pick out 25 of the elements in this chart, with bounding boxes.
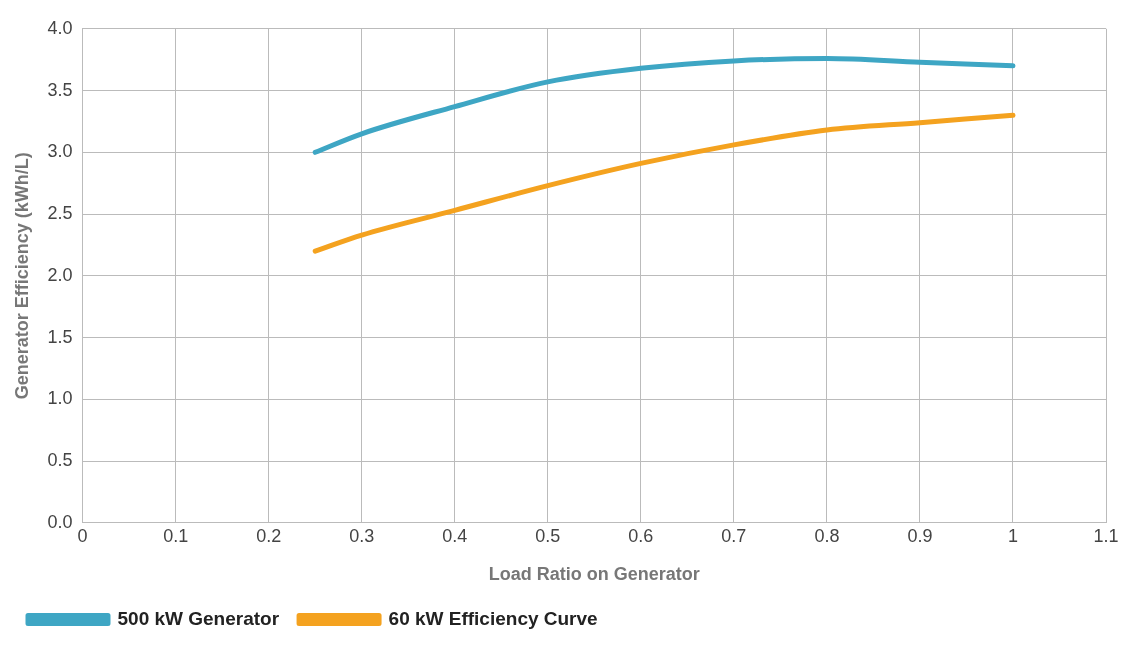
- x-axis-title: Load Ratio on Generator: [488, 564, 700, 585]
- x-tick-label: 0.1: [163, 525, 189, 546]
- y-tick-label: 0.5: [47, 450, 73, 471]
- x-tick-label: 0.3: [349, 525, 375, 546]
- legend-label: 500 kW Generator: [117, 607, 280, 629]
- x-tick-label: 0.9: [907, 525, 933, 546]
- y-tick-label: 0.0: [47, 511, 73, 532]
- x-tick-label: 1.1: [1093, 525, 1119, 546]
- x-tick-label: 0: [77, 525, 88, 546]
- y-axis-title: Generator Efficiency (kWh/L): [11, 152, 32, 400]
- y-tick-label: 3.5: [47, 79, 73, 100]
- y-tick-label: 1.0: [47, 388, 73, 409]
- x-tick-label: 0.5: [535, 525, 561, 546]
- x-tick-label: 1: [1007, 525, 1018, 546]
- legend-label: 60 kW Efficiency Curve: [388, 607, 598, 629]
- y-tick-label: 2.5: [47, 203, 73, 224]
- x-tick-label: 0.6: [628, 525, 654, 546]
- y-tick-label: 1.5: [47, 326, 73, 347]
- y-tick-label: 4.0: [47, 17, 73, 38]
- x-tick-label: 0.2: [256, 525, 282, 546]
- y-tick-label: 2.0: [47, 264, 73, 285]
- x-tick-label: 0.8: [814, 525, 840, 546]
- x-tick-label: 0.7: [721, 525, 747, 546]
- y-tick-label: 3.0: [47, 141, 73, 162]
- x-tick-label: 0.4: [442, 525, 468, 546]
